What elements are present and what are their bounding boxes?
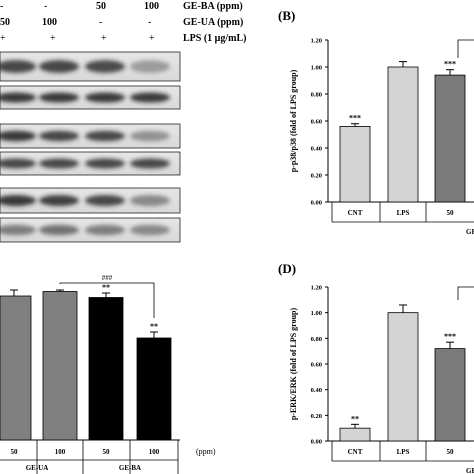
ba-mark-2: - <box>44 1 47 12</box>
x-category-label: LPS <box>397 209 410 217</box>
y-axis-title: p-ERK/ERK (fold of LPS group) <box>289 308 298 421</box>
bar <box>339 126 371 203</box>
ua-mark-4: - <box>148 17 151 28</box>
blot-band <box>0 224 36 236</box>
bar <box>0 295 32 441</box>
x-value-label: 100 <box>149 448 160 456</box>
x-category-label: 50 <box>447 448 455 456</box>
y-tick-label: 0.60 <box>311 362 322 369</box>
x-category-label: 50 <box>447 209 455 217</box>
significance-label: *** <box>444 332 456 341</box>
blot-band <box>39 224 79 236</box>
blot-band <box>85 158 125 169</box>
x-value-label: 50 <box>11 448 19 456</box>
blot-band <box>130 195 170 206</box>
y-tick-label: 0.20 <box>311 413 322 420</box>
x-category-label: CNT <box>348 209 363 217</box>
blot-band <box>130 92 170 103</box>
treatment-header: - - 50 100 GE-BA (ppm) 50 100 - - GE-UA … <box>0 1 246 44</box>
y-tick-label: 0.80 <box>311 336 322 343</box>
significance-label: ** <box>150 322 158 331</box>
y-tick-label: 0.80 <box>311 92 322 99</box>
bar <box>387 312 419 442</box>
blot-band <box>85 130 125 142</box>
y-tick-label: 0.60 <box>311 119 322 126</box>
y-tick-label: 0.20 <box>311 173 322 180</box>
significance-label: *** <box>444 60 456 69</box>
x-category-label: CNT <box>348 448 363 456</box>
ba-row-label: GE-BA (ppm) <box>183 1 243 12</box>
bar <box>387 66 419 203</box>
bracket-label: ### <box>102 274 113 282</box>
blot-band <box>130 60 170 73</box>
panel-d-letter: (D) <box>278 261 296 276</box>
ba-mark-4: 100 <box>144 1 159 12</box>
y-axis-title: p-p38/p38 (fold of LPS group) <box>289 69 298 172</box>
ua-mark-1: 50 <box>0 17 10 28</box>
x-group-label-ua: GE-UA <box>26 464 49 472</box>
x-group-label: GE <box>466 467 474 474</box>
blot-band <box>0 60 36 73</box>
blot-band <box>130 130 170 142</box>
x-value-label: 100 <box>55 448 66 456</box>
x-group-label: GE <box>466 228 474 236</box>
blot-band <box>85 60 125 73</box>
ppm-unit-label: (ppm) <box>196 447 216 456</box>
comparison-bracket <box>59 282 155 318</box>
ua-row-label: GE-UA (ppm) <box>183 17 243 28</box>
y-tick-label: 1.00 <box>311 65 322 72</box>
y-tick-label: 1.20 <box>311 38 322 45</box>
bar <box>434 74 466 203</box>
y-tick-label: 1.20 <box>311 285 322 292</box>
blot-band <box>130 158 170 169</box>
blot-band <box>0 195 36 206</box>
comparison-bracket <box>457 286 474 300</box>
western-blot-image <box>0 51 181 243</box>
blot-band <box>0 158 36 169</box>
x-group-label-ba: GE-BA <box>119 464 141 472</box>
bar <box>434 348 466 442</box>
ba-mark-3: 50 <box>96 1 106 12</box>
y-tick-label: 0.00 <box>311 200 322 207</box>
x-category-label: LPS <box>397 448 410 456</box>
y-tick-label: 0.40 <box>311 387 322 394</box>
lps-mark-1: + <box>0 33 6 44</box>
blot-band <box>39 195 79 206</box>
blot-band <box>85 224 125 236</box>
bar <box>42 291 78 441</box>
panel-d-chart: (D) 0.00 0.20 0.40 0.60 0.80 1.00 1.20 p-ERK/ER… <box>278 261 474 474</box>
x-value-label: 50 <box>103 448 111 456</box>
y-tick-label: 0.00 <box>311 439 322 446</box>
lps-mark-2: + <box>50 33 56 44</box>
bar <box>136 337 172 441</box>
blot-band <box>130 224 170 236</box>
blot-band <box>39 92 79 103</box>
blot-band <box>39 130 79 142</box>
ua-mark-3: - <box>99 17 102 28</box>
blot-band <box>85 92 125 103</box>
comparison-bracket <box>457 39 474 58</box>
significance-label: *** <box>349 114 361 123</box>
blot-band <box>39 158 79 169</box>
blot-band <box>0 130 36 142</box>
significance-label: ** <box>102 283 110 292</box>
y-tick-label: 0.40 <box>311 146 322 153</box>
panel-b-chart: (B) 0.00 0.20 0.40 0.60 0.80 1.00 1.20 p-p38/p3… <box>278 8 474 236</box>
ba-mark-1: - <box>0 1 3 12</box>
bar <box>88 297 124 441</box>
significance-label: ** <box>351 414 359 423</box>
blot-band <box>0 92 36 103</box>
ua-mark-2: 100 <box>42 17 57 28</box>
y-tick-label: 1.00 <box>311 310 322 317</box>
panel-b-letter: (B) <box>278 8 295 23</box>
bar <box>339 427 371 442</box>
blot-band <box>39 60 79 73</box>
lps-mark-3: + <box>101 33 107 44</box>
lps-row-label: LPS (1 μg/mL) <box>183 33 246 44</box>
lps-mark-4: + <box>149 33 155 44</box>
blot-band <box>85 195 125 206</box>
